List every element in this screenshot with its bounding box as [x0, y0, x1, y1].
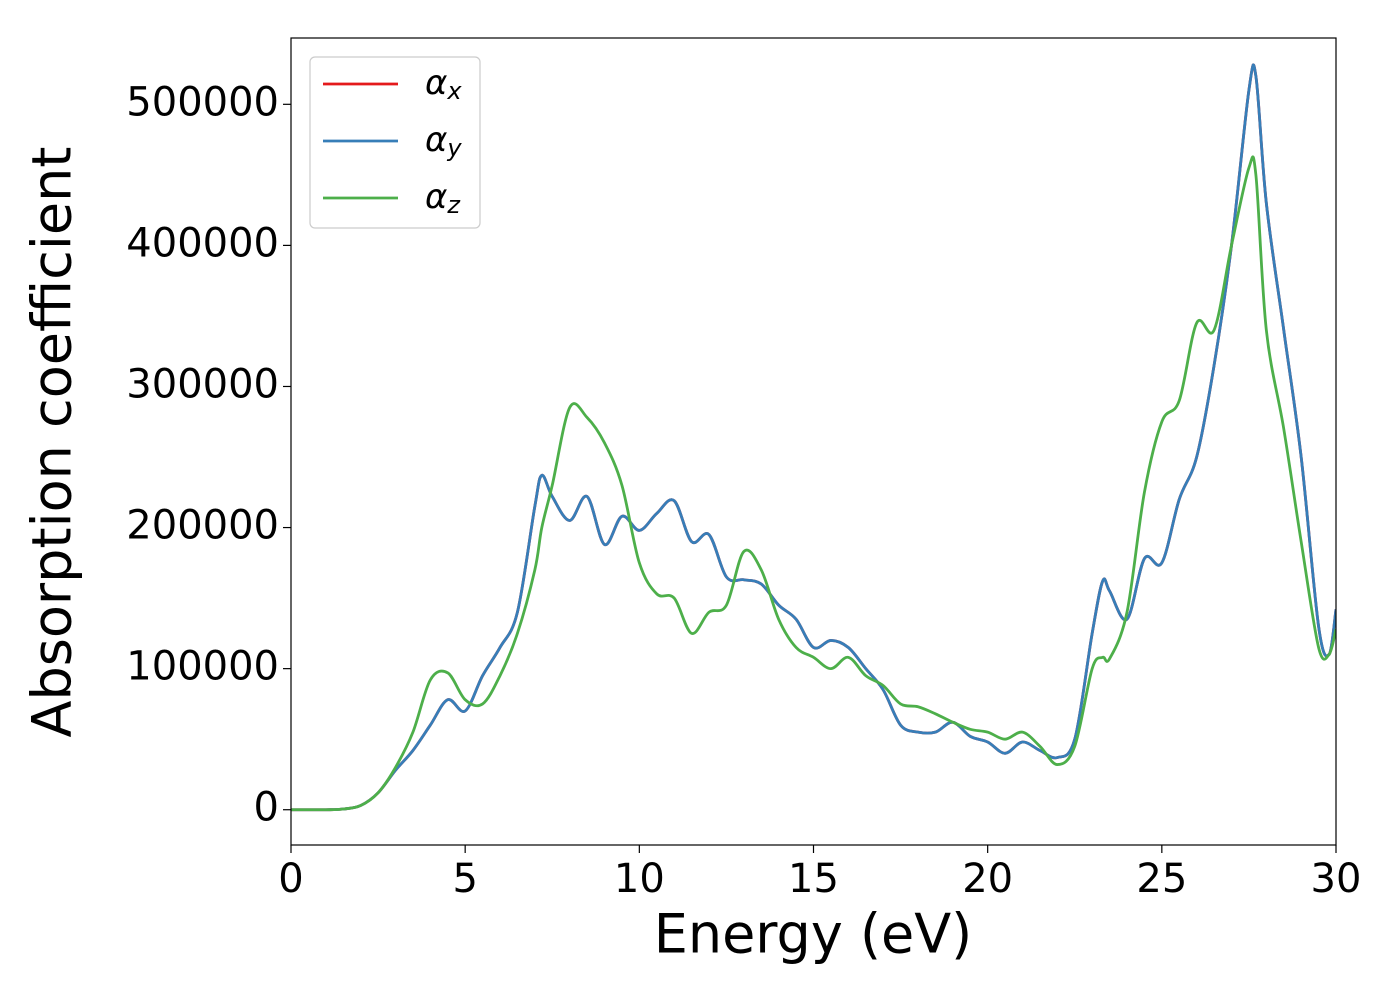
y-axis-label: Absorption coefficient: [21, 147, 84, 738]
x-tick-label: 10: [614, 856, 665, 902]
y-tick-label: 400000: [126, 220, 279, 266]
legend-box: [309, 56, 481, 229]
y-tick-label: 100000: [126, 644, 279, 690]
x-tick-label: 0: [278, 856, 303, 902]
x-tick-label: 5: [452, 856, 477, 902]
x-axis-label: Energy (eV): [654, 903, 973, 966]
x-tick-label: 15: [788, 856, 839, 902]
legend-label: αx: [425, 63, 462, 106]
legend-label: αy: [425, 120, 462, 163]
y-tick-label: 0: [254, 785, 279, 831]
legend-label: αz: [425, 177, 461, 220]
y-tick-label: 300000: [126, 361, 279, 407]
data-line: [291, 63, 1336, 812]
plot-frame: [290, 37, 1337, 846]
y-tick-label: 500000: [126, 79, 279, 125]
x-tick-label: 25: [1136, 856, 1187, 902]
x-tick-label: 20: [962, 856, 1013, 902]
y-tick-label: 200000: [126, 503, 279, 549]
data-line: [291, 155, 1336, 812]
x-tick-label: 30: [1311, 856, 1362, 902]
